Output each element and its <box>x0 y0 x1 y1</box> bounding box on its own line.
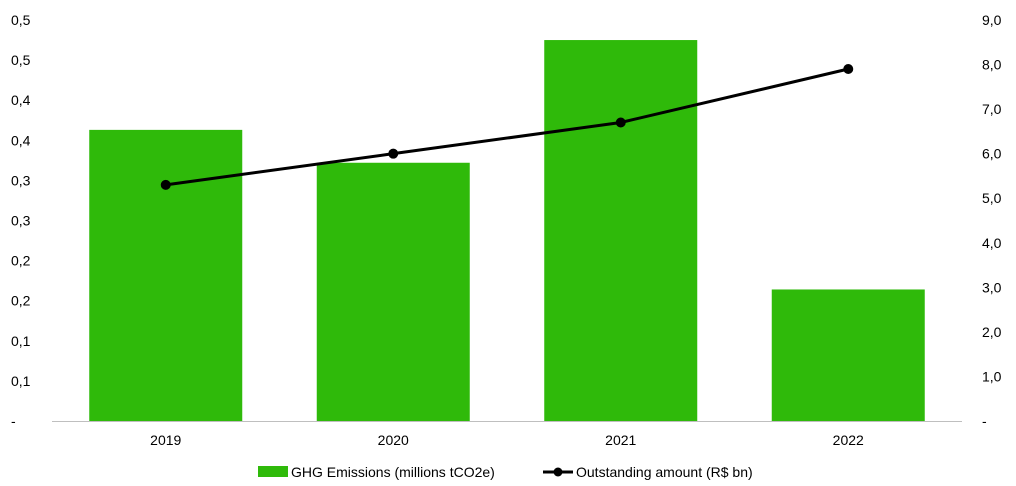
right-tick-label: 1,0 <box>982 368 1002 384</box>
x-tick-label: 2021 <box>605 432 636 448</box>
line-point <box>388 148 399 159</box>
left-tick-label: 0,2 <box>11 253 31 269</box>
series-line <box>165 67 849 187</box>
left-tick-label: 0,2 <box>11 293 31 309</box>
right-tick-label: 8,0 <box>982 57 1002 73</box>
right-tick-label: - <box>982 413 987 429</box>
legend-line-marker <box>553 467 563 477</box>
right-tick-label: 6,0 <box>982 146 1002 162</box>
x-tick-label: 2019 <box>150 432 181 448</box>
left-tick-label: 0,5 <box>11 52 31 68</box>
right-axis-ticks: - 1,0 2,0 3,0 4,0 5,0 6,0 7,0 8,0 9,0 <box>982 12 1002 429</box>
bar <box>771 289 925 421</box>
left-tick-label: 0,1 <box>11 333 31 349</box>
right-tick-label: 9,0 <box>982 12 1002 28</box>
left-tick-label: - <box>11 413 16 429</box>
left-tick-label: 0,3 <box>11 172 31 188</box>
left-tick-label: 0,5 <box>11 12 31 28</box>
right-tick-label: 5,0 <box>982 190 1002 206</box>
right-tick-label: 3,0 <box>982 279 1002 295</box>
left-tick-label: 0,4 <box>11 132 31 148</box>
x-axis-ticks: 2019 2020 2021 2022 <box>150 432 864 448</box>
left-tick-label: 0,4 <box>11 92 31 108</box>
line-series <box>160 64 854 190</box>
line-point <box>615 117 626 128</box>
legend: GHG Emissions (millions tCO2e) Outstandi… <box>258 464 753 480</box>
legend-bar-label: GHG Emissions (millions tCO2e) <box>291 464 495 480</box>
legend-line-label: Outstanding amount (R$ bn) <box>576 464 753 480</box>
x-tick-label: 2022 <box>833 432 864 448</box>
line-point <box>843 64 854 75</box>
right-tick-label: 2,0 <box>982 324 1002 340</box>
bars <box>89 40 925 422</box>
right-tick-label: 7,0 <box>982 101 1002 117</box>
x-tick-label: 2020 <box>378 432 409 448</box>
line-point <box>160 179 171 190</box>
left-axis-ticks: - 0,1 0,1 0,2 0,2 0,3 0,3 0,4 0,4 0,5 0,5 <box>11 12 31 429</box>
bar <box>316 162 470 422</box>
legend-bar-swatch <box>258 466 288 477</box>
bar <box>544 40 698 422</box>
left-tick-label: 0,3 <box>11 213 31 229</box>
right-tick-label: 4,0 <box>982 235 1002 251</box>
left-tick-label: 0,1 <box>11 373 31 389</box>
bar <box>89 129 243 421</box>
